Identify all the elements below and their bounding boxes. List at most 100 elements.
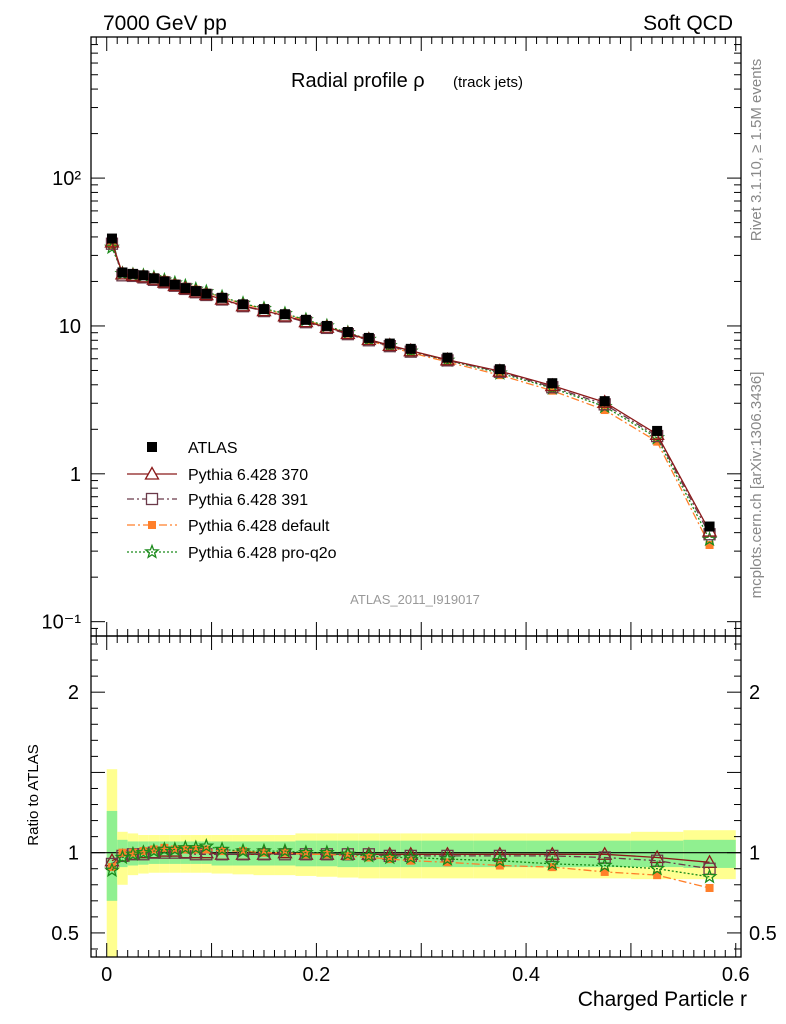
data-point-proq2o — [145, 842, 162, 858]
rivet-label: Rivet 3.1.10, ≥ 1.5M events — [748, 59, 765, 242]
ratio-y-tick-label-right: 1 — [749, 843, 760, 865]
data-point-proq2o — [277, 842, 293, 858]
data-point-atlas — [238, 299, 249, 310]
legend-label-atlas: ATLAS — [188, 440, 238, 457]
data-point-proq2o — [381, 849, 398, 865]
data-point-proq2o — [214, 841, 230, 857]
data-point-default — [385, 855, 394, 864]
data-point-p391 — [703, 862, 716, 875]
data-point-p391 — [650, 854, 664, 867]
data-point-atlas — [138, 270, 149, 281]
data-point-proq2o — [701, 868, 718, 884]
data-point-atlas — [494, 364, 505, 375]
data-point-atlas — [279, 309, 290, 320]
data-point-proq2o — [544, 855, 561, 871]
y-tick-label: 10⁻¹ — [42, 612, 82, 634]
data-point-proq2o — [491, 852, 508, 868]
data-point-atlas — [180, 283, 191, 294]
data-point-proq2o — [297, 844, 314, 860]
data-point-p370 — [492, 846, 508, 860]
ratio-ylabel: Ratio to ATLAS — [25, 744, 42, 845]
data-point-default — [160, 843, 169, 852]
data-point-atlas — [159, 276, 170, 287]
data-point-atlas — [342, 327, 353, 338]
data-point-p370 — [701, 854, 718, 868]
legend-item-default: Pythia 6.428 default — [127, 518, 330, 535]
xlabel: Charged Particle r — [578, 988, 747, 1011]
legend: ATLAS Pythia 6.428 370 Pythia 6.428 391 … — [127, 440, 337, 562]
data-point-default — [139, 847, 148, 856]
data-point-default — [343, 851, 352, 860]
data-point-proq2o — [166, 841, 183, 857]
band-inner-segment — [106, 810, 118, 901]
legend-label-default: Pythia 6.428 default — [188, 518, 330, 535]
x-tick-label: 0.4 — [512, 964, 540, 986]
data-point-atlas — [258, 304, 269, 315]
data-point-atlas — [201, 288, 212, 299]
ratio-y-tick-label: 1 — [68, 843, 79, 865]
data-point-default — [149, 845, 158, 854]
data-point-proq2o — [135, 844, 152, 860]
series-layer — [104, 233, 718, 892]
legend-marker-p391 — [145, 492, 159, 506]
data-point-atlas — [217, 292, 228, 303]
data-point-proq2o — [701, 531, 718, 547]
data-point-proq2o — [649, 860, 666, 876]
data-point-atlas — [117, 267, 128, 278]
data-point-proq2o — [439, 850, 456, 866]
ratio-y-tick-label-right: 0.5 — [749, 923, 777, 945]
ratio-y-tick-label-right: 2 — [749, 682, 760, 704]
data-point-default — [181, 845, 190, 854]
data-point-default — [218, 847, 227, 856]
legend-label-p391: Pythia 6.428 391 — [188, 492, 308, 509]
legend-item-proq2o: Pythia 6.428 pro-q2o — [127, 543, 337, 562]
data-point-proq2o — [596, 857, 613, 873]
data-point-atlas — [148, 273, 159, 284]
y-tick-label: 1 — [70, 464, 81, 486]
legend-marker-default — [148, 521, 156, 529]
data-point-default — [191, 845, 200, 854]
x-tick-label: 0.6 — [722, 964, 750, 986]
data-point-proq2o — [235, 842, 251, 858]
mcplots-label: mcplots.cern.ch [arXiv:1306.3436] — [748, 372, 765, 599]
data-point-p370 — [544, 846, 560, 860]
data-point-proq2o — [318, 844, 335, 860]
legend-marker-proq2o — [144, 543, 160, 559]
legend-item-p370: Pythia 6.428 370 — [127, 466, 308, 484]
legend-label-proq2o: Pythia 6.428 pro-q2o — [188, 545, 337, 562]
ratio-y-tick-label: 0.5 — [51, 923, 79, 945]
data-point-default — [301, 850, 310, 859]
data-point-default — [128, 848, 137, 857]
data-point-proq2o — [104, 239, 120, 255]
data-point-atlas — [300, 314, 311, 325]
y-tick-label: 10 — [59, 316, 81, 338]
data-point-atlas — [106, 233, 117, 244]
x-tick-label: 0.2 — [302, 964, 330, 986]
data-point-atlas — [652, 425, 663, 436]
data-point-proq2o — [198, 837, 215, 854]
analysis-watermark: ATLAS_2011_I919017 — [350, 592, 480, 607]
data-point-default — [239, 847, 248, 856]
data-point-default — [653, 871, 662, 880]
data-point-p391 — [598, 851, 611, 864]
data-point-default — [322, 850, 331, 859]
data-point-atlas — [442, 352, 453, 363]
data-point-atlas — [363, 332, 374, 343]
legend-marker-atlas — [147, 442, 157, 452]
data-point-default — [705, 883, 714, 892]
data-point-atlas — [384, 338, 395, 349]
legend-item-p391: Pythia 6.428 391 — [127, 492, 308, 509]
ratio-panel-frame — [90, 635, 742, 958]
data-point-default — [495, 861, 504, 870]
chart-subtitle: (track jets) — [453, 74, 523, 91]
data-point-proq2o — [360, 847, 377, 863]
data-point-atlas — [169, 279, 180, 290]
data-point-default — [259, 848, 268, 857]
data-point-default — [364, 853, 373, 862]
y-tick-label: 10² — [52, 168, 81, 190]
series-line-default — [111, 245, 711, 546]
data-point-proq2o — [114, 849, 131, 865]
data-point-proq2o — [187, 839, 204, 855]
legend-item-atlas: ATLAS — [147, 440, 238, 457]
